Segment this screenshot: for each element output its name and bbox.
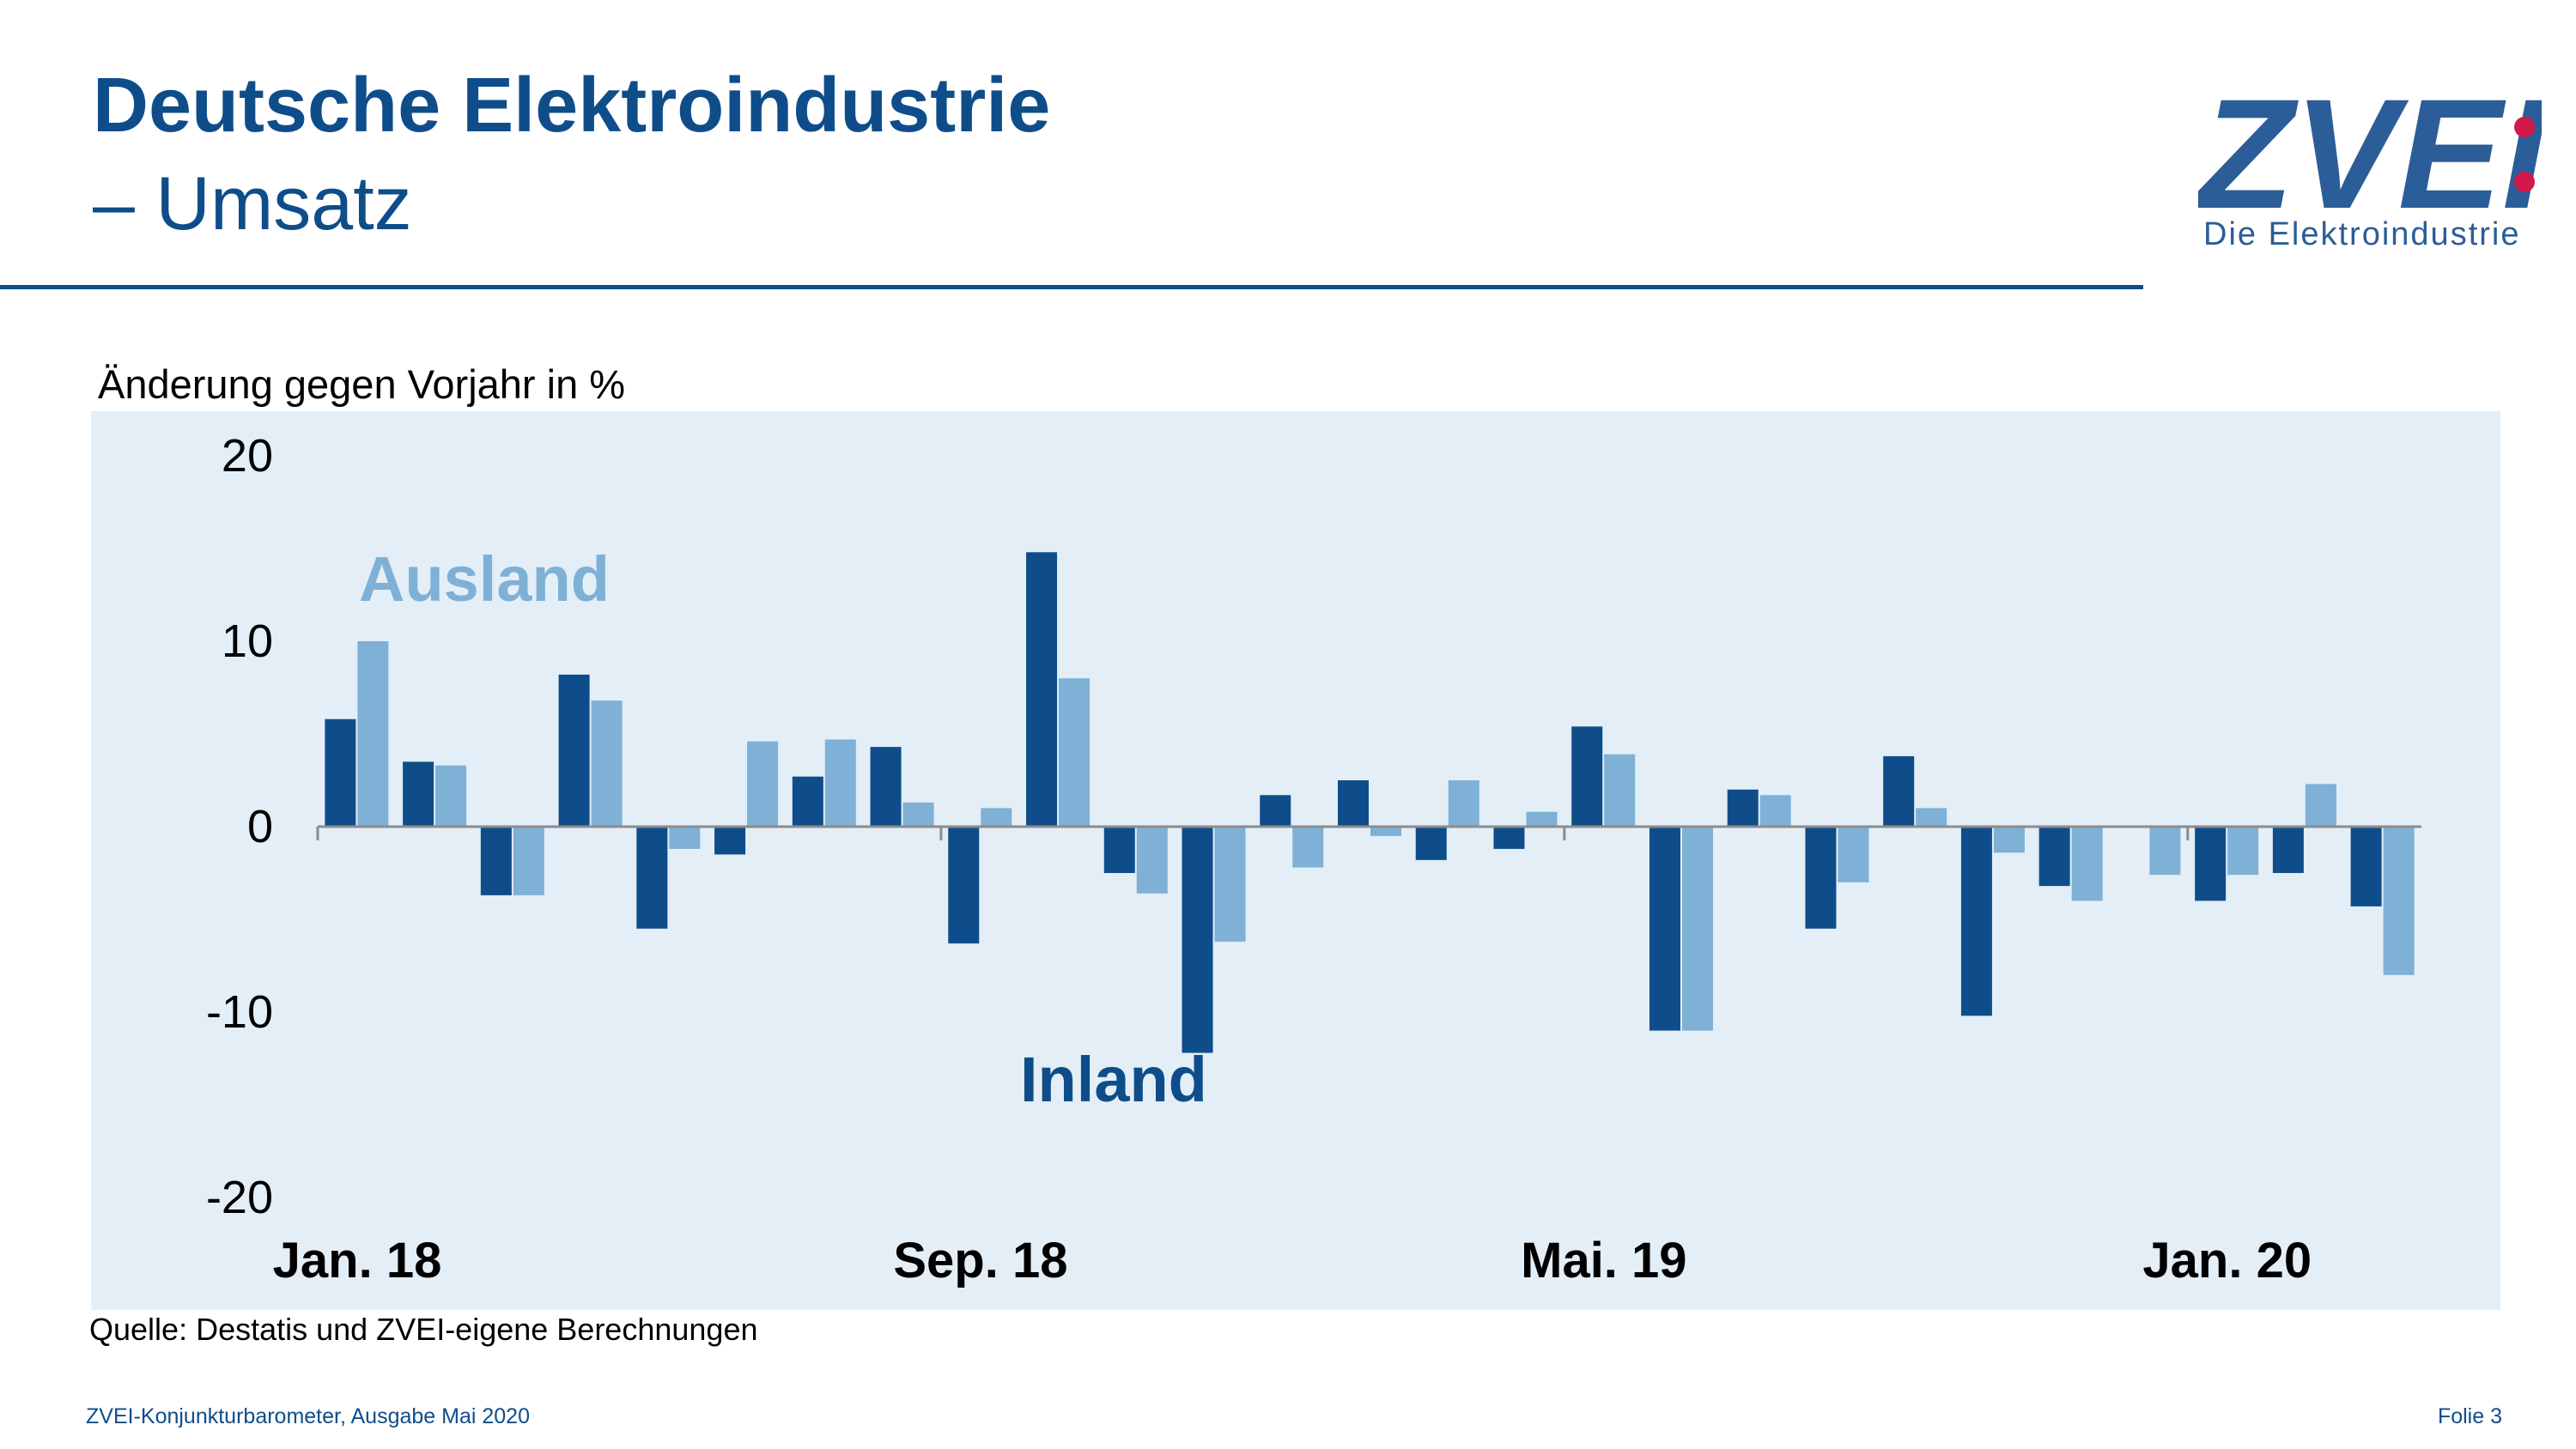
logo-colon-dot-bottom: [2514, 172, 2535, 192]
bar-inland: [325, 718, 356, 827]
bar-ausland: [435, 765, 467, 827]
bar-ausland: [1214, 827, 1246, 942]
source-note: Quelle: Destatis und ZVEI-eigene Berechn…: [89, 1312, 758, 1347]
bar-ausland: [1059, 678, 1091, 827]
bar-inland: [1338, 780, 1369, 827]
y-tick-label: 10: [222, 615, 273, 667]
bar-inland: [558, 674, 590, 827]
bar-ausland: [902, 802, 934, 827]
slide-subtitle: – Umsatz: [93, 161, 412, 246]
logo-tagline: Die Elektroindustrie: [2203, 216, 2521, 252]
x-tick-label: Mai. 19: [1521, 1233, 1686, 1288]
bar-inland: [2350, 827, 2382, 906]
bar-ausland: [747, 741, 779, 827]
y-tick-label: -10: [206, 986, 273, 1038]
footer-publication: ZVEI-Konjunkturbarometer, Ausgabe Mai 20…: [86, 1404, 530, 1428]
bar-ausland: [824, 739, 856, 827]
footer-slide-number: Folie 3: [2437, 1404, 2502, 1428]
bar-inland: [403, 761, 434, 827]
bar-inland: [2272, 827, 2304, 873]
annotation-ausland: Ausland: [359, 543, 610, 615]
logo-wordmark: ZVEI: [2198, 79, 2542, 241]
bar-inland: [792, 776, 823, 827]
bar-ausland: [1292, 827, 1324, 868]
bar-inland: [1493, 827, 1525, 849]
bar-ausland: [2227, 827, 2259, 876]
y-tick-label: -20: [206, 1172, 273, 1223]
bar-ausland: [591, 700, 623, 827]
y-tick-label: 20: [222, 430, 273, 482]
bar-ausland: [2071, 827, 2103, 901]
bar-inland: [1649, 827, 1680, 1031]
bar-ausland: [2383, 827, 2415, 975]
bar-ausland: [1916, 808, 1947, 827]
bar-ausland: [357, 641, 389, 827]
bar-ausland: [981, 808, 1012, 827]
x-tick-label: Jan. 20: [2142, 1233, 2312, 1288]
bar-ausland: [1370, 827, 1401, 836]
bar-ausland: [1604, 754, 1636, 827]
bar-inland: [1026, 552, 1058, 827]
x-tick-label: Jan. 18: [273, 1233, 442, 1288]
slide-title: Deutsche Elektroindustrie: [93, 63, 1051, 149]
bar-ausland: [1681, 827, 1713, 1031]
bar-inland: [1883, 755, 1915, 827]
bar-ausland: [1759, 795, 1791, 827]
bar-inland: [1571, 726, 1603, 827]
bar-inland: [636, 827, 668, 929]
annotation-inland: Inland: [1020, 1044, 1207, 1115]
bar-inland: [480, 827, 512, 895]
bar-inland: [870, 747, 902, 827]
chart-y-unit-label: Änderung gegen Vorjahr in %: [98, 361, 626, 407]
zvei-logo: ZVEI: [2198, 79, 2542, 241]
header-divider: [0, 285, 2143, 289]
bar-inland: [948, 827, 980, 944]
y-tick-label: 0: [247, 801, 273, 852]
bar-ausland: [669, 827, 701, 849]
bar-ausland: [1838, 827, 1869, 882]
bar-inland: [1805, 827, 1837, 929]
bar-ausland: [513, 827, 544, 895]
bar-inland: [2038, 827, 2070, 887]
bar-inland: [1260, 795, 1291, 827]
bar-inland: [1960, 827, 1992, 1016]
bar-ausland: [1136, 827, 1168, 894]
bar-ausland: [2149, 827, 2181, 876]
bar-inland: [2195, 827, 2227, 901]
bar-ausland: [1526, 811, 1558, 827]
x-tick-label: Sep. 18: [893, 1233, 1067, 1288]
bar-inland: [714, 827, 746, 855]
bar-ausland: [1993, 827, 2025, 853]
bar-inland: [1182, 827, 1213, 1053]
bar-ausland: [2305, 784, 2336, 827]
bar-inland: [1727, 789, 1759, 827]
logo-colon-dot-top: [2514, 117, 2535, 137]
bar-inland: [1415, 827, 1447, 860]
bar-inland: [1103, 827, 1135, 873]
bar-ausland: [1448, 780, 1479, 827]
